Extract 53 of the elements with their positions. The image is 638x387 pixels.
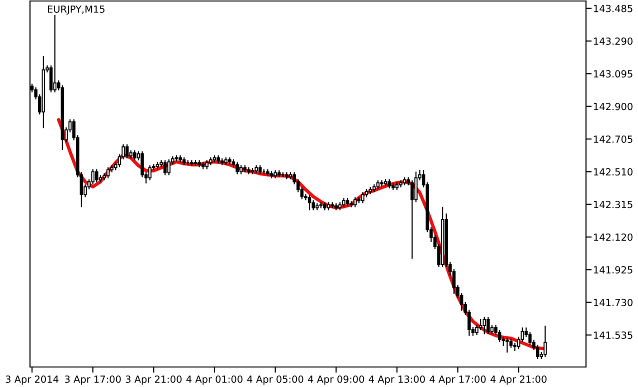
candlestick <box>354 196 357 208</box>
x-tick-label: 4 Apr 05:00 <box>247 376 304 385</box>
x-tick-label: 4 Apr 09:00 <box>308 376 364 385</box>
candlestick <box>167 158 170 176</box>
y-tick-label: 141.925 <box>594 266 632 274</box>
candlestick <box>53 14 56 93</box>
candlestick <box>308 194 312 211</box>
candlestick <box>478 318 482 331</box>
y-tick-label: 142.315 <box>594 200 632 208</box>
candlestick <box>236 162 239 175</box>
candlestick <box>544 325 547 358</box>
candlestick <box>125 144 129 159</box>
x-tick-label: 4 Apr 17:00 <box>430 376 486 385</box>
candlestick <box>388 178 391 189</box>
candlestick <box>452 268 456 295</box>
candlestick <box>486 316 490 335</box>
y-tick-label: 143.290 <box>594 38 633 45</box>
candlestick <box>506 337 509 354</box>
candlestick <box>498 329 502 342</box>
x-tick-label: 4 Apr 01:00 <box>186 376 242 385</box>
candlestick <box>482 316 486 335</box>
y-tick-label: 142.900 <box>594 102 633 110</box>
candlestick <box>342 198 346 208</box>
y-tick-label: 143.485 <box>594 4 632 12</box>
y-tick-label: 142.120 <box>594 233 633 241</box>
candlestick <box>95 168 98 183</box>
candlestick <box>163 160 167 176</box>
y-tick-label: 142.705 <box>594 136 632 143</box>
candlestick <box>410 180 414 260</box>
candlestick <box>513 342 516 352</box>
candlestick <box>361 192 364 204</box>
candlestick <box>133 150 136 161</box>
candlestick <box>49 64 53 93</box>
chart-title: EURJPY,M15 <box>48 6 104 15</box>
candlestick <box>148 164 152 181</box>
y-tick-label: 141.730 <box>594 298 633 306</box>
candlestick <box>258 164 262 175</box>
x-tick-label: 3 Apr 2014 <box>6 376 58 385</box>
x-tick-label: 3 Apr 21:00 <box>126 376 182 385</box>
candlestick <box>536 344 540 360</box>
y-tick-label: 142.510 <box>594 168 633 176</box>
y-tick-label: 143.095 <box>594 70 632 78</box>
candlestick <box>380 180 384 187</box>
x-tick-label: 4 Apr 13:00 <box>368 376 425 385</box>
candlestick <box>205 160 209 170</box>
candlestick <box>414 171 418 203</box>
candlestick <box>106 166 110 179</box>
candlestick <box>509 338 513 348</box>
y-tick-label: 141.535 <box>594 331 632 339</box>
x-tick-label: 4 Apr 21:00 <box>490 376 547 385</box>
candlestick <box>239 164 243 175</box>
x-tick-label: 3 Apr 17:00 <box>64 376 121 385</box>
candlestick <box>399 180 402 188</box>
